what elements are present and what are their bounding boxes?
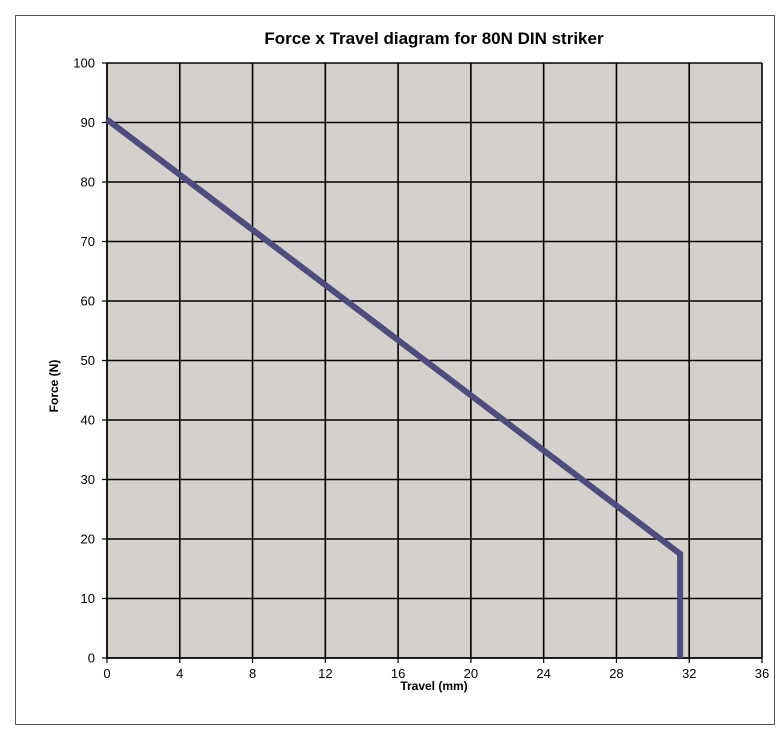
- x-tick-label: 36: [755, 666, 769, 681]
- y-tick-label: 60: [81, 294, 95, 309]
- x-tick-label: 28: [609, 666, 623, 681]
- y-axis-title: Force (N): [47, 360, 61, 413]
- series-line: [105, 117, 684, 658]
- y-tick-label: 50: [81, 353, 95, 368]
- x-tick-label: 24: [536, 666, 550, 681]
- x-tick-label: 0: [103, 666, 110, 681]
- x-tick-label: 32: [682, 666, 696, 681]
- y-tick-label: 30: [81, 472, 95, 487]
- series-layer: [105, 117, 684, 658]
- chart-title: Force x Travel diagram for 80N DIN strik…: [264, 29, 604, 48]
- x-axis-label: Travel (mm): [400, 679, 467, 693]
- x-axis-ticks: 0 4 8 12 16 20 24 28 32 36: [103, 658, 769, 681]
- x-tick-label: 20: [464, 666, 478, 681]
- y-tick-label: 100: [73, 56, 95, 71]
- y-tick-label: 90: [81, 115, 95, 130]
- y-axis-label: Force (N): [47, 360, 61, 413]
- y-tick-label: 40: [81, 413, 95, 428]
- y-axis-ticks: 0 10 20 30 40 50 60 70 80 90 100: [73, 56, 107, 666]
- x-tick-label: 4: [176, 666, 183, 681]
- x-tick-label: 8: [249, 666, 256, 681]
- y-tick-label: 10: [81, 591, 95, 606]
- x-tick-label: 12: [318, 666, 332, 681]
- y-tick-label: 0: [88, 651, 95, 666]
- y-tick-label: 70: [81, 234, 95, 249]
- y-tick-label: 80: [81, 175, 95, 190]
- y-tick-label: 20: [81, 532, 95, 547]
- x-tick-label: 16: [391, 666, 405, 681]
